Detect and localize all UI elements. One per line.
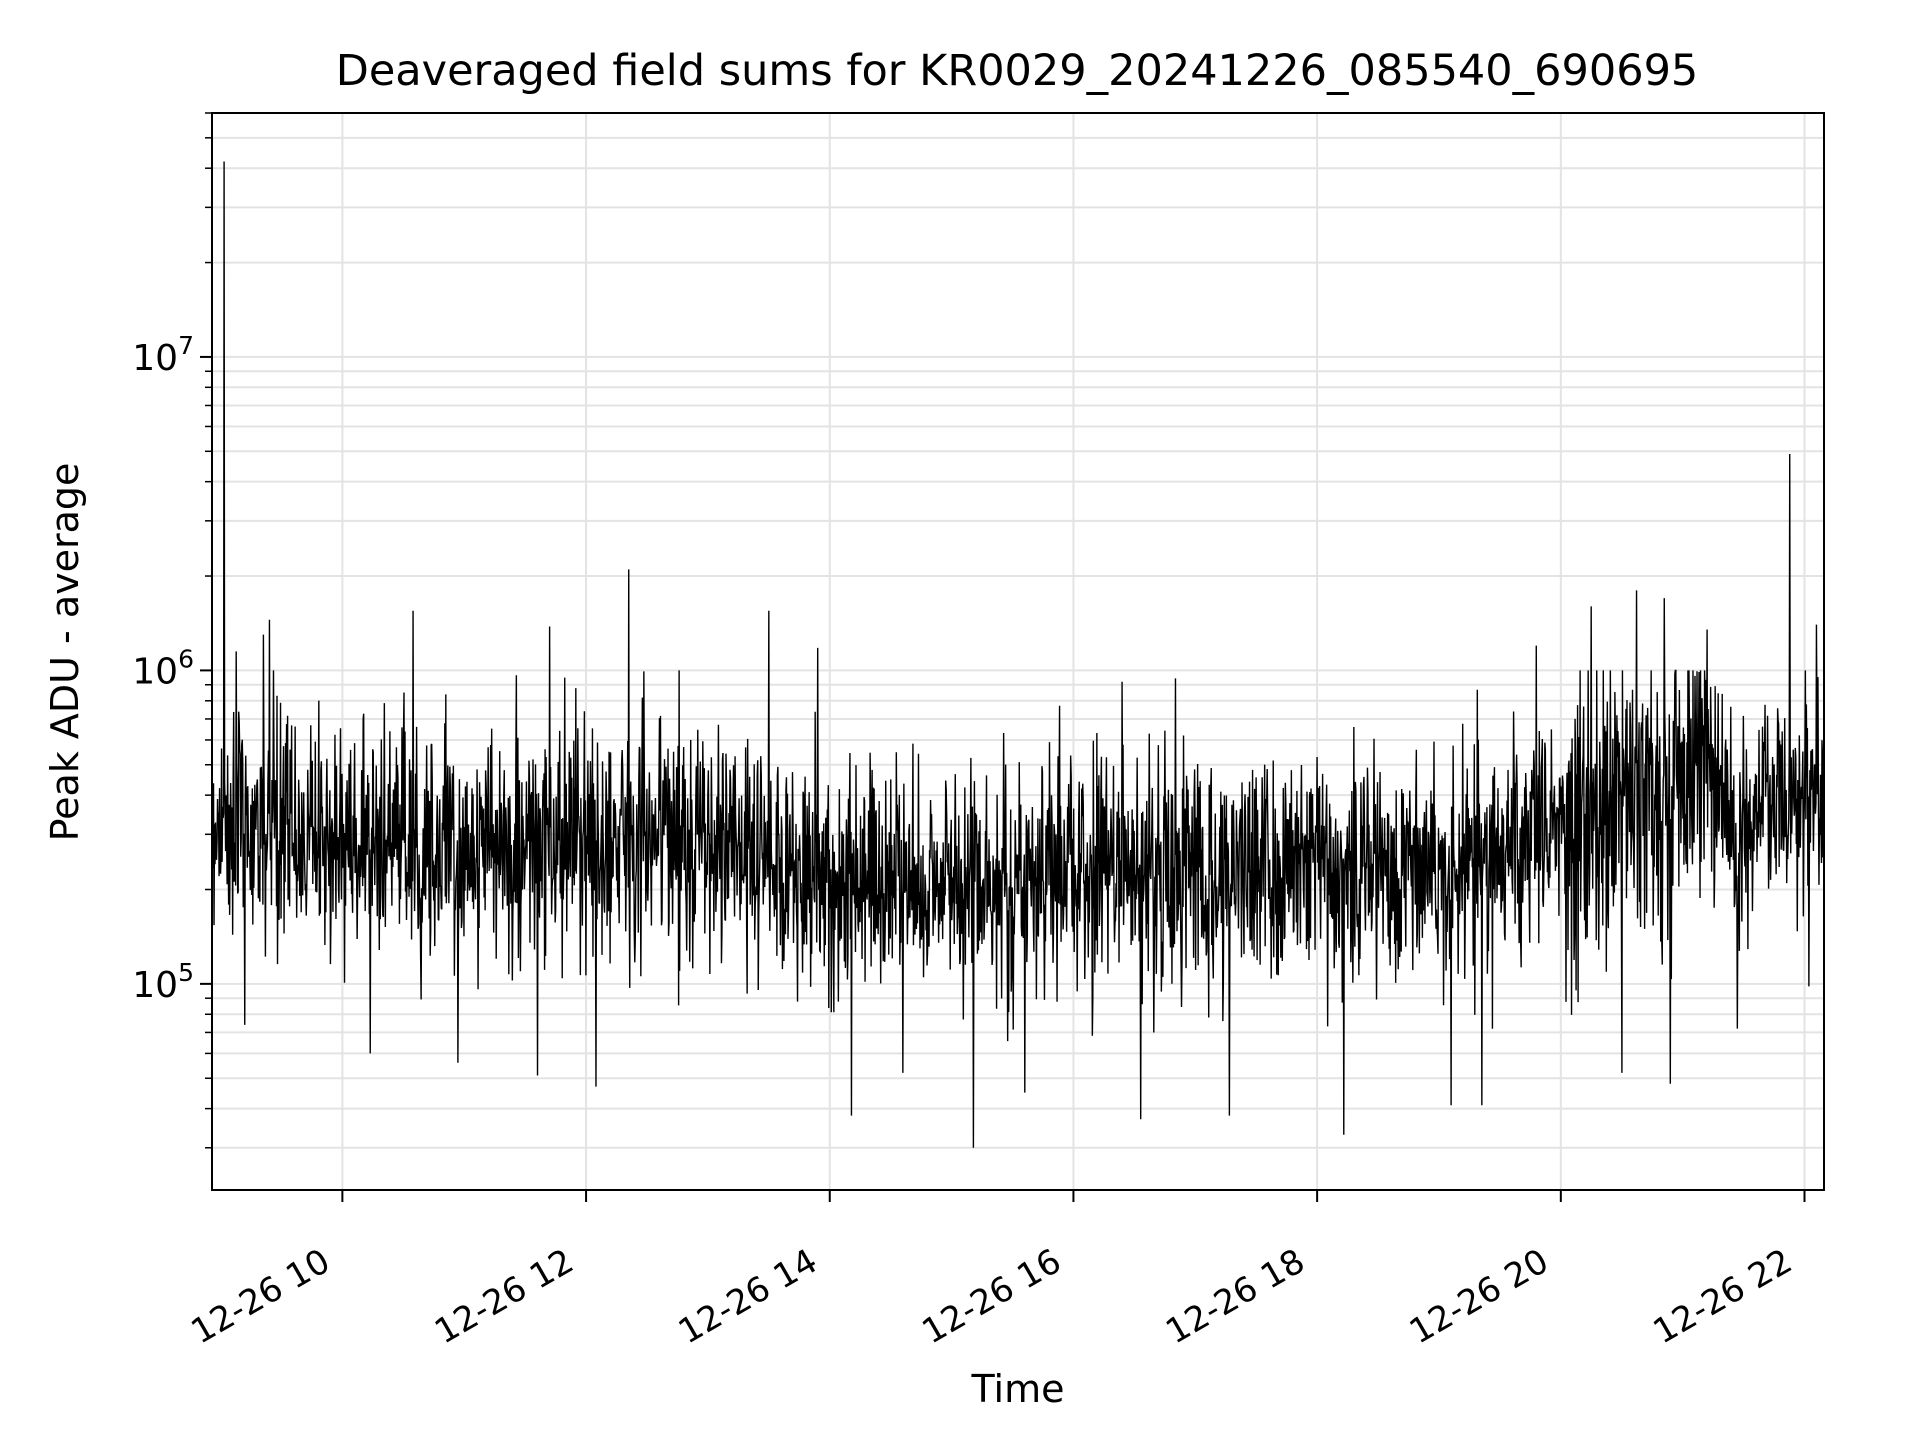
y-tick-label: 105 <box>132 958 194 1006</box>
y-tick-label: 106 <box>132 644 194 692</box>
chart-title: Deaveraged field sums for KR0029_2024122… <box>336 46 1699 96</box>
plot-area <box>211 161 1825 1148</box>
y-tick-label: 107 <box>132 331 194 379</box>
y-axis: 105 106 107 <box>132 112 212 1149</box>
series-line <box>211 161 1825 1148</box>
axes-frame <box>211 112 1825 1191</box>
grid-lines <box>212 112 1824 1190</box>
x-axis-label: Time <box>971 1367 1065 1411</box>
y-axis-label: Peak ADU - average <box>43 463 87 842</box>
